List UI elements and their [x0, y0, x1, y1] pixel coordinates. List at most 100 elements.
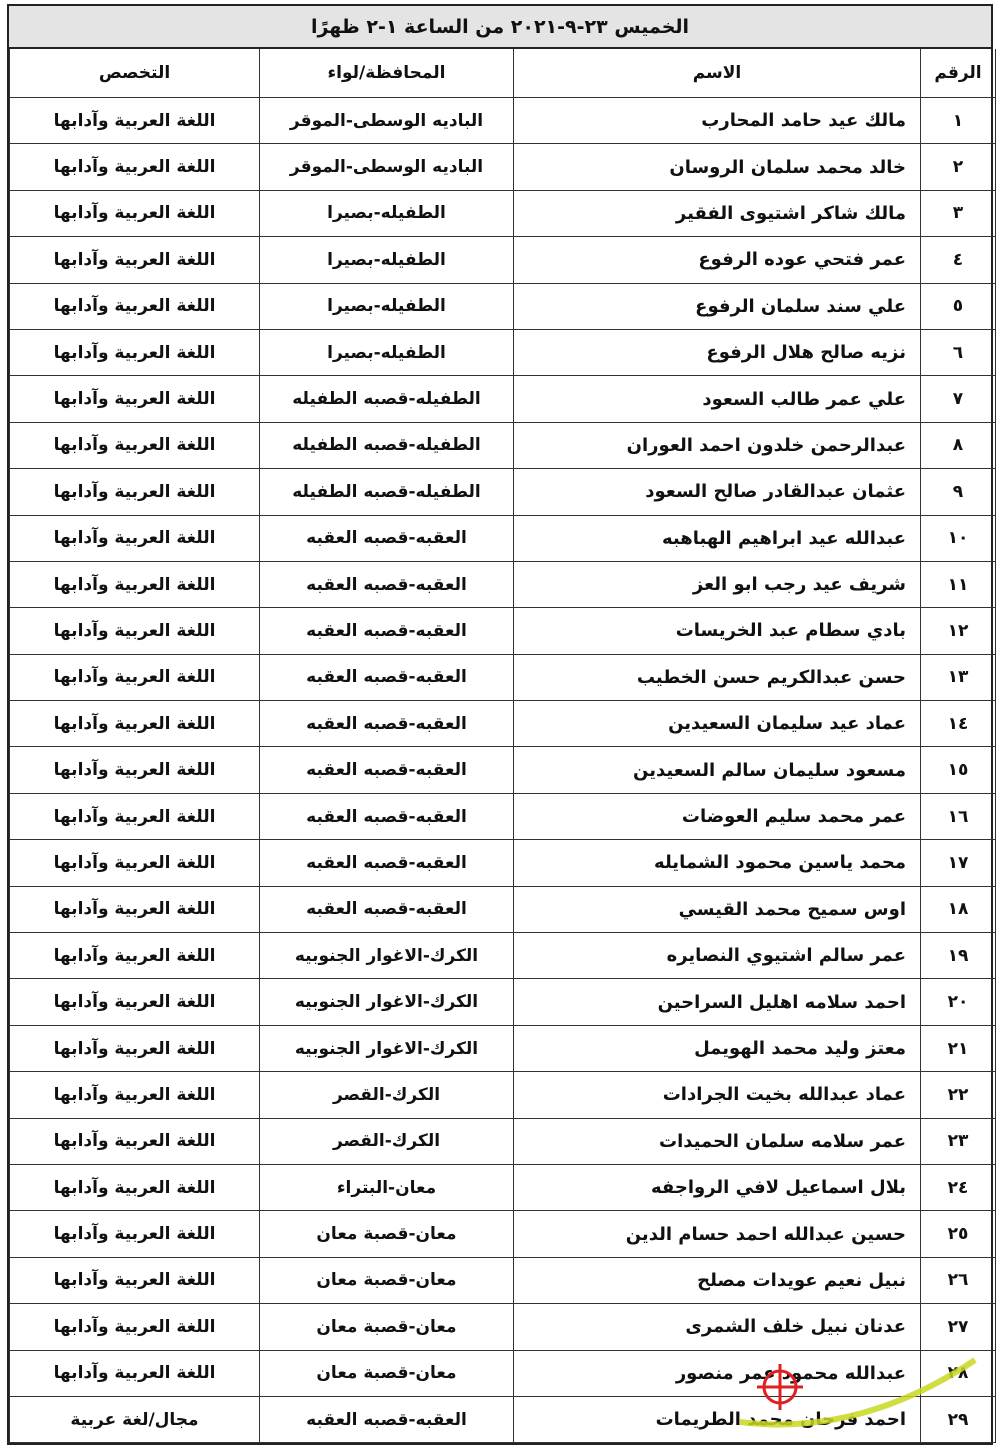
row-name: حسين عبدالله احمد حسام الدين [513, 1210, 921, 1258]
row-specialization: اللغة العربية وآدابها [9, 653, 260, 702]
row-number: ١٥ [920, 746, 996, 794]
table-row: ٢٨ عبدالله محمود عمر منصور معان-قصبة معان ا… [9, 1349, 996, 1397]
row-specialization: اللغة العربية وآدابها [9, 607, 260, 655]
row-specialization: اللغة العربية وآدابها [9, 1071, 260, 1119]
header-governorate: المحافظة/لواء [259, 49, 514, 98]
row-specialization: اللغة العربية وآدابها [9, 1256, 260, 1305]
table-row: ٤ عمر فتحي عوده الرفوع الطفيله-بصيرا اللغة … [9, 236, 996, 284]
row-governorate: العقبه-قصبه العقبه [259, 839, 514, 887]
table-row: ١١ شريف عيد رجب ابو العز العقبه-قصبه العقب… [9, 560, 996, 609]
table-row: ٢٥ حسين عبدالله احمد حسام الدين معان-قصبة … [9, 1210, 996, 1258]
row-name: علي عمر طالب السعود [513, 375, 921, 423]
row-specialization: اللغة العربية وآدابها [9, 282, 260, 330]
row-name: اوس سميح محمد القيسي [513, 885, 921, 934]
table-row: ٨ عبدالرحمن خلدون احمد العوران الطفيله-قصب… [9, 421, 996, 470]
table-row: ١٨ اوس سميح محمد القيسي العقبه-قصبه العقبه… [9, 885, 996, 934]
row-name: مالك عيد حامد المحارب [513, 96, 921, 145]
row-number: ٢٤ [920, 1163, 996, 1212]
table-row: ٢٠ احمد سلامه اهليل السراحين الكرك-الاغوار… [9, 978, 996, 1026]
table-row: ٢٣ عمر سلامه سلمان الحميدات الكرك-القصر الل… [9, 1117, 996, 1165]
row-specialization: اللغة العربية وآدابها [9, 1163, 260, 1212]
row-name: شريف عيد رجب ابو العز [513, 560, 921, 609]
row-specialization: اللغة العربية وآدابها [9, 560, 260, 609]
row-number: ٥ [920, 282, 996, 330]
row-number: ٢٢ [920, 1071, 996, 1119]
row-number: ٩ [920, 468, 996, 516]
row-number: ٢٧ [920, 1303, 996, 1351]
row-number: ٦ [920, 328, 996, 377]
table-row: ٩ عثمان عبدالقادر صالح السعود الطفيله-قصبه… [9, 468, 996, 516]
row-name: مسعود سليمان سالم السعيدين [513, 746, 921, 794]
row-name: نزيه صالح هلال الرفوع [513, 328, 921, 377]
row-number: ٢٣ [920, 1117, 996, 1165]
row-name: عمر فتحي عوده الرفوع [513, 236, 921, 284]
row-specialization: اللغة العربية وآدابها [9, 1117, 260, 1165]
table-row: ٢٩ احمد فرحان محمد الطريمات العقبه-قصبه ال… [9, 1395, 996, 1444]
table-row: ٦ نزيه صالح هلال الرفوع الطفيله-بصيرا اللغة… [9, 328, 996, 377]
row-number: ٣ [920, 189, 996, 238]
row-name: عبدالله محمود عمر منصور [513, 1349, 921, 1397]
row-governorate: العقبه-قصبه العقبه [259, 700, 514, 748]
row-name: بادي سطام عبد الخريسات [513, 607, 921, 655]
row-specialization: اللغة العربية وآدابها [9, 189, 260, 238]
row-number: ١٨ [920, 885, 996, 934]
table-row: ٢٢ عماد عبدالله بخيت الجرادات الكرك-القصر ا… [9, 1071, 996, 1119]
row-governorate: الكرك-القصر [259, 1071, 514, 1119]
row-governorate: معان-قصبة معان [259, 1256, 514, 1305]
row-name: احمد سلامه اهليل السراحين [513, 978, 921, 1026]
row-number: ١٦ [920, 792, 996, 841]
row-specialization: اللغة العربية وآدابها [9, 792, 260, 841]
row-governorate: الطفيله-بصيرا [259, 282, 514, 330]
row-governorate: الكرك-الاغوار الجنوبيه [259, 932, 514, 980]
row-name: بلال اسماعيل لافي الرواجفه [513, 1163, 921, 1212]
header-name: الاسم [513, 49, 921, 98]
table-row: ١٦ عمر محمد سليم العوضات العقبه-قصبه العقب… [9, 792, 996, 841]
row-name: عثمان عبدالقادر صالح السعود [513, 468, 921, 516]
table-row: ٢ خالد محمد سلمان الروسان الباديه الوسطى-ا… [9, 143, 996, 191]
row-name: عمر سالم اشتيوي النصايره [513, 932, 921, 980]
row-governorate: الكرك-الاغوار الجنوبيه [259, 978, 514, 1026]
row-specialization: اللغة العربية وآدابها [9, 514, 260, 562]
row-number: ٤ [920, 236, 996, 284]
row-name: عمر سلامه سلمان الحميدات [513, 1117, 921, 1165]
row-specialization: اللغة العربية وآدابها [9, 885, 260, 934]
row-specialization: اللغة العربية وآدابها [9, 746, 260, 794]
row-governorate: معان-البتراء [259, 1163, 514, 1212]
row-number: ٢٦ [920, 1256, 996, 1305]
row-governorate: الطفيله-بصيرا [259, 189, 514, 238]
row-specialization: اللغة العربية وآدابها [9, 236, 260, 284]
row-name: معتز وليد محمد الهويمل [513, 1024, 921, 1073]
row-name: عمر محمد سليم العوضات [513, 792, 921, 841]
row-governorate: العقبه-قصبه العقبه [259, 746, 514, 794]
row-governorate: معان-قصبة معان [259, 1349, 514, 1397]
row-name: عبدالله عيد ابراهيم الهباهبه [513, 514, 921, 562]
row-governorate: العقبه-قصبه العقبه [259, 560, 514, 609]
row-number: ١٠ [920, 514, 996, 562]
row-specialization: اللغة العربية وآدابها [9, 96, 260, 145]
row-number: ٢٠ [920, 978, 996, 1026]
row-name: عدنان نبيل خلف الشمرى [513, 1303, 921, 1351]
document-title: الخميس ٢٣-٩-٢٠٢١ من الساعة ١-٢ ظهرًا [9, 6, 991, 49]
row-number: ٢٥ [920, 1210, 996, 1258]
row-name: علي سند سلمان الرفوع [513, 282, 921, 330]
table-row: ٢٦ نبيل نعيم عويدات مصلح معان-قصبة معان الل… [9, 1256, 996, 1305]
row-name: محمد ياسين محمود الشمايله [513, 839, 921, 887]
row-governorate: الكرك-القصر [259, 1117, 514, 1165]
table-header-row: الرقم الاسم المحافظة/لواء التخصص [9, 49, 996, 98]
row-number: ٢٨ [920, 1349, 996, 1397]
row-number: ١٣ [920, 653, 996, 702]
row-number: ٨ [920, 421, 996, 470]
row-specialization: اللغة العربية وآدابها [9, 1210, 260, 1258]
row-number: ١٩ [920, 932, 996, 980]
table-row: ١٢ بادي سطام عبد الخريسات العقبه-قصبه العق… [9, 607, 996, 655]
row-governorate: العقبه-قصبه العقبه [259, 1395, 514, 1444]
candidates-table: الرقم الاسم المحافظة/لواء التخصص ١ مالك ع… [9, 49, 996, 1444]
row-specialization: اللغة العربية وآدابها [9, 1024, 260, 1073]
row-name: خالد محمد سلمان الروسان [513, 143, 921, 191]
row-number: ١٢ [920, 607, 996, 655]
row-governorate: الطفيله-قصبه الطفيله [259, 421, 514, 470]
table-row: ١٧ محمد ياسين محمود الشمايله العقبه-قصبه ا… [9, 839, 996, 887]
row-specialization: اللغة العربية وآدابها [9, 468, 260, 516]
table-row: ١٩ عمر سالم اشتيوي النصايره الكرك-الاغوار … [9, 932, 996, 980]
row-name: مالك شاكر اشتيوى الفقير [513, 189, 921, 238]
